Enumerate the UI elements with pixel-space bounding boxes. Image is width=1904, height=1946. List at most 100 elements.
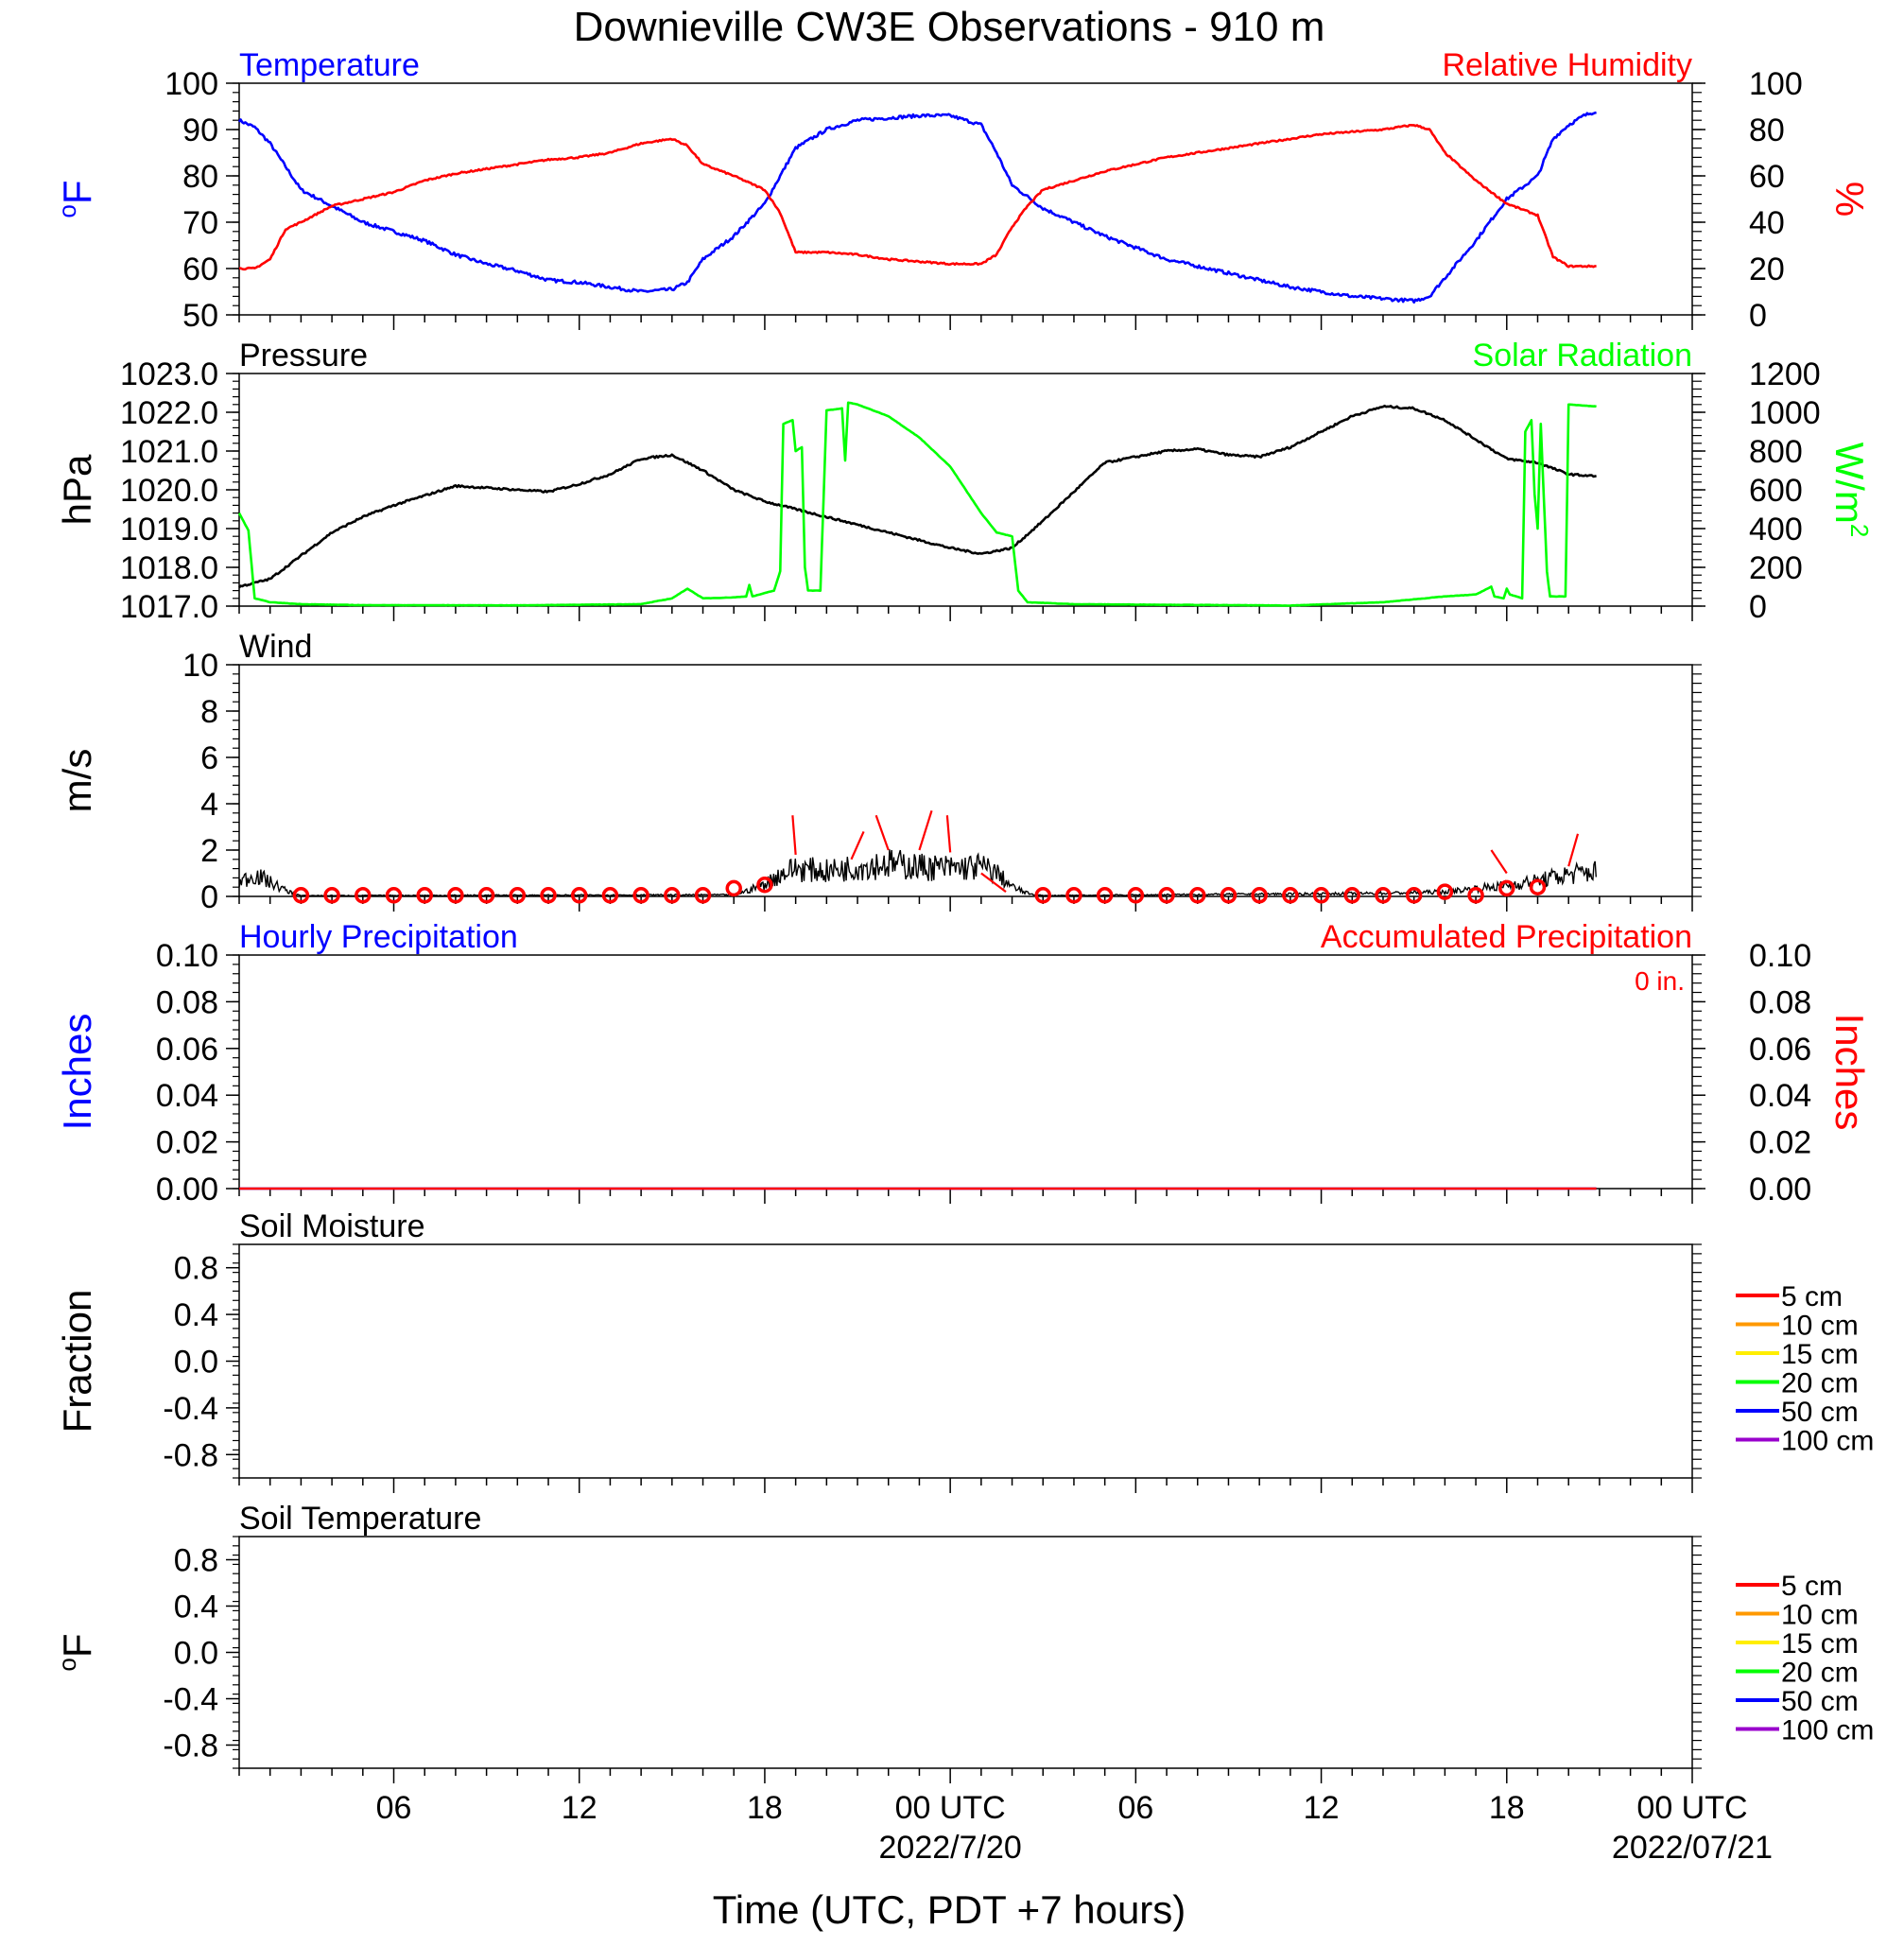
wind-direction-marker [416,887,433,904]
wind-direction-marker [509,887,527,904]
y-tick-label-left: 0.04 [156,1078,218,1114]
wind-direction-marker [292,887,310,904]
y-tick-label-right: 80 [1749,113,1785,148]
wind-direction-marker [694,887,712,904]
wind-direction-marker [1034,887,1052,904]
y-axis-label-right: % [1827,182,1872,217]
wind-direction-marker [323,887,340,904]
legend-label: 5 cm [1781,1571,1843,1602]
wind-direction-marker [601,887,619,904]
legend-label: 50 cm [1781,1397,1859,1428]
wind-direction-marker [725,879,742,897]
series-line [238,124,1597,271]
wind-direction-marker [1096,887,1114,904]
x-tick-label: 12 [1304,1790,1340,1826]
wind-direction-marker [447,887,464,904]
y-tick-label-left: 0.0 [174,1636,218,1672]
panel-precipitation [226,954,1705,1204]
wind-direction-marker [1158,887,1175,904]
y-tick-label-left: 6 [200,740,218,776]
panel-title-left: Soil Temperature [239,1501,481,1537]
y-axis-label-left: Fraction [55,1290,99,1433]
wind-direction-marker [1529,878,1547,895]
y-tick-label-left: 60 [182,252,218,287]
x-tick-date-label: 2022/7/20 [879,1830,1022,1866]
y-tick-label-left: -0.4 [163,1391,218,1427]
y-tick-label-left: 0.8 [174,1543,218,1579]
figure-title: Downieville CW3E Observations - 910 m [574,4,1325,50]
panel-title-left: Pressure [239,338,368,374]
y-tick-label-left: 1019.0 [120,512,218,547]
wind-direction-marker [1282,887,1299,904]
y-tick-label-left: 1018.0 [120,550,218,586]
y-tick-label-left: 1017.0 [120,589,218,625]
panel-title-left: Hourly Precipitation [239,919,518,955]
y-tick-label-left: 8 [200,694,218,730]
y-tick-label-right: 0.04 [1749,1078,1811,1114]
series-line [237,401,1597,607]
panel-title-left: Wind [239,629,312,665]
y-tick-label-left: 0.0 [174,1345,218,1381]
y-tick-label-left: 1023.0 [120,356,218,392]
panel-temp_rh [226,82,1705,330]
x-tick-label: 06 [1117,1790,1153,1826]
y-tick-label-right: 100 [1749,66,1803,102]
panel-soil_temperature [226,1536,1779,1783]
y-axis-label-left: oF [53,180,99,217]
y-tick-label-left: -0.8 [163,1729,218,1764]
wind-direction-barb [850,830,865,860]
wind-direction-marker [570,887,588,904]
y-tick-label-left: 0 [200,879,218,915]
panel-pressure_solar [226,373,1705,621]
x-tick-label: 06 [376,1790,412,1826]
y-tick-label-left: 100 [164,66,218,102]
wind-direction-marker [1498,879,1515,897]
panel-title-left: Soil Moisture [239,1208,425,1244]
wind-direction-marker [1065,887,1082,904]
wind-direction-marker [1189,887,1206,904]
legend-label: 15 cm [1781,1628,1859,1659]
y-tick-label-left: 80 [182,159,218,195]
wind-direction-marker [1312,887,1330,904]
y-tick-label-left: 0.10 [156,938,218,974]
y-axis-label-right: W/m2 [1827,443,1874,538]
y-tick-label-right: 60 [1749,159,1785,195]
series-line [237,111,1597,304]
legend-label: 10 cm [1781,1600,1859,1631]
wind-direction-marker [1375,887,1392,904]
wind-direction-marker [664,887,681,904]
series-line [238,404,1597,589]
y-tick-label-left: 0.4 [174,1590,218,1625]
wind-direction-marker [1220,887,1238,904]
panel-title-right: Solar Radiation [1473,338,1692,374]
legend-label: 100 cm [1781,1715,1874,1746]
y-axis-label-left: hPa [55,454,99,525]
wind-direction-marker [355,887,372,904]
y-tick-label-right: 0.00 [1749,1172,1811,1208]
wind-direction-marker [1467,887,1484,904]
y-tick-label-right: 40 [1749,205,1785,241]
y-tick-label-left: 50 [182,298,218,334]
panel-title-right: Accumulated Precipitation [1321,919,1692,955]
y-tick-label-right: 400 [1749,512,1803,547]
wind-direction-marker [540,887,557,904]
x-tick-date-label: 2022/07/21 [1612,1830,1773,1866]
y-tick-label-left: 0.4 [174,1297,218,1333]
panel-title-left: Temperature [239,47,420,83]
y-tick-label-right: 800 [1749,434,1803,470]
y-tick-label-left: 1020.0 [120,473,218,509]
y-tick-label-right: 0 [1749,589,1767,625]
legend-label: 100 cm [1781,1426,1874,1457]
legend-label: 10 cm [1781,1311,1859,1342]
accumulated-total-label: 0 in. [1635,966,1685,996]
y-tick-label-left: 0.08 [156,984,218,1020]
y-tick-label-left: 2 [200,833,218,869]
y-tick-label-right: 0.02 [1749,1125,1811,1161]
y-tick-label-right: 1200 [1749,356,1821,392]
x-axis-label: Time (UTC, PDT +7 hours) [713,1887,1186,1932]
panel-frame [238,954,1693,1190]
y-tick-label-right: 0 [1749,298,1767,334]
legend-label: 20 cm [1781,1368,1859,1399]
legend-label: 5 cm [1781,1281,1843,1312]
y-tick-label-left: 0.00 [156,1172,218,1208]
